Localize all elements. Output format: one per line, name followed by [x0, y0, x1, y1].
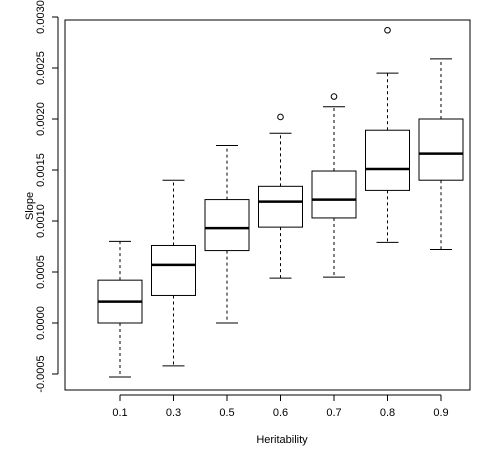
x-tick-label: 0.9	[433, 407, 448, 419]
y-axis: -0.0005 0.0000 0.0005 0.0010 0.0015 0.0020 0.0…	[35, 0, 59, 393]
y-tick-label: 0.0015	[35, 153, 47, 187]
y-tick-label: 0.0005	[35, 255, 47, 289]
iqr-box	[204, 199, 250, 252]
box-0.7	[311, 93, 357, 278]
iqr-box	[258, 185, 303, 228]
y-tick-label: 0.0030	[35, 0, 47, 34]
iqr-box	[311, 170, 357, 219]
box-0.5	[204, 145, 250, 324]
boxes-group	[97, 26, 464, 378]
y-tick-label: -0.0005	[35, 355, 47, 392]
iqr-box	[151, 244, 196, 296]
y-tick-label: 0.0000	[35, 306, 47, 340]
y-tick-label: 0.0010	[35, 204, 47, 238]
iqr-box	[418, 118, 464, 181]
box-0.1	[97, 240, 143, 378]
x-tick-label: 0.6	[273, 407, 288, 419]
outlier-point	[277, 113, 284, 121]
y-axis-title: Slope	[24, 192, 36, 220]
y-tick-label: 0.0025	[35, 51, 47, 85]
x-tick-label: 0.5	[219, 407, 234, 419]
x-tick-label: 0.8	[380, 407, 395, 419]
outlier-point	[330, 93, 338, 100]
y-tick-label: 0.0020	[35, 102, 47, 136]
x-tick-label: 0.7	[326, 407, 341, 419]
box-0.9	[418, 58, 464, 251]
x-tick-label: 0.1	[112, 407, 127, 419]
x-axis-title: Heritability	[256, 434, 308, 446]
x-axis: 0.1 0.3 0.5 0.6 0.7 0.8 0.9	[112, 394, 449, 419]
box-0.6	[258, 113, 303, 279]
outlier-point	[384, 26, 391, 34]
x-tick-label: 0.3	[166, 407, 181, 419]
plot-frame	[64, 19, 471, 391]
box-0.3	[151, 179, 196, 367]
iqr-box	[365, 129, 410, 191]
box-0.8	[365, 26, 410, 243]
